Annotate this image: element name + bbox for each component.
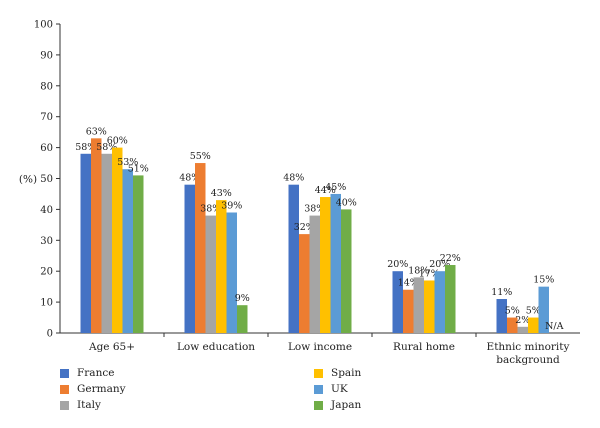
- data-label: 20%: [429, 259, 450, 270]
- bar-spain-0: [112, 147, 123, 333]
- bar-france-2: [288, 184, 299, 333]
- legend-item-italy: Italy: [60, 398, 101, 412]
- legend-item-france: France: [60, 366, 114, 380]
- data-label: 20%: [387, 259, 408, 270]
- y-tick-label: 30: [40, 236, 53, 247]
- data-label: N/A: [545, 321, 564, 332]
- data-label: 43%: [211, 188, 232, 199]
- bar-germany-4: [507, 317, 518, 333]
- data-label: 2%: [515, 315, 530, 326]
- data-label: 48%: [179, 173, 200, 184]
- data-label: 63%: [86, 126, 107, 137]
- bar-italy-2: [309, 215, 320, 333]
- bar-france-1: [184, 184, 195, 333]
- bar-uk-3: [434, 271, 445, 333]
- bar-uk-2: [330, 193, 341, 333]
- legend-label: Italy: [77, 399, 101, 411]
- bar-italy-3: [413, 277, 424, 333]
- x-category-label: Low education: [177, 341, 255, 353]
- data-label: 15%: [533, 275, 554, 286]
- data-label: 22%: [440, 253, 461, 264]
- data-label: 14%: [398, 278, 419, 289]
- data-label: 32%: [294, 222, 315, 233]
- data-label: 5%: [505, 306, 520, 317]
- y-tick-label: 0: [47, 329, 53, 340]
- bar-germany-2: [299, 234, 310, 333]
- legend-item-japan: Japan: [314, 398, 361, 412]
- data-label: 5%: [526, 306, 541, 317]
- data-label: 9%: [235, 293, 250, 304]
- bar-spain-2: [320, 197, 331, 333]
- data-label: 39%: [221, 200, 242, 211]
- x-category-label: Age 65+: [88, 341, 135, 353]
- legend: France Germany Italy Spain UK Japan: [60, 366, 480, 414]
- legend-label: Japan: [331, 399, 362, 411]
- legend-swatch: [314, 368, 323, 378]
- bar-uk-0: [122, 169, 133, 333]
- legend-label: Germany: [77, 383, 126, 395]
- bar-france-3: [392, 271, 403, 333]
- legend-swatch: [60, 368, 69, 378]
- y-tick-label: 70: [40, 112, 53, 123]
- y-tick-label: 50: [40, 174, 53, 185]
- bar-japan-0: [133, 175, 144, 333]
- data-label: 11%: [491, 287, 512, 298]
- bar-germany-1: [195, 163, 206, 333]
- bar-japan-2: [341, 209, 352, 333]
- legend-label: Spain: [331, 367, 362, 379]
- bar-japan-3: [445, 265, 456, 333]
- bar-italy-4: [517, 326, 528, 333]
- x-category-label: Ethnic minority: [487, 341, 570, 353]
- legend-swatch: [314, 384, 323, 394]
- y-tick-label: 60: [40, 143, 53, 154]
- x-category-label: Rural home: [393, 341, 455, 353]
- bar-france-0: [80, 153, 91, 333]
- y-tick-label: 80: [40, 81, 53, 92]
- bar-spain-4: [528, 317, 539, 333]
- chart: 0102030405060708090100(%)58%63%58%60%53%…: [19, 20, 580, 366]
- legend-swatch: [60, 384, 69, 394]
- y-tick-label: 10: [40, 298, 53, 309]
- x-category-label: background: [496, 354, 560, 366]
- data-label: 58%: [75, 142, 96, 153]
- bar-france-4: [496, 299, 507, 333]
- data-label: 17%: [419, 268, 440, 279]
- bar-japan-1: [237, 305, 248, 333]
- data-label: 55%: [190, 151, 211, 162]
- data-label: 58%: [96, 142, 117, 153]
- data-label: 51%: [128, 163, 149, 174]
- y-axis-label: (%): [19, 174, 37, 186]
- y-tick-label: 40: [40, 205, 53, 216]
- bar-italy-1: [205, 215, 216, 333]
- data-label: 40%: [336, 197, 357, 208]
- bar-germany-0: [91, 138, 102, 333]
- data-label: 18%: [408, 265, 429, 276]
- data-label: 45%: [325, 182, 346, 193]
- legend-swatch: [60, 400, 69, 410]
- y-tick-label: 100: [34, 20, 53, 31]
- bar-spain-3: [424, 280, 435, 333]
- y-tick-label: 90: [40, 50, 53, 61]
- bar-germany-3: [403, 289, 414, 333]
- legend-label: France: [77, 367, 115, 379]
- bar-italy-0: [101, 153, 112, 333]
- legend-swatch: [314, 400, 323, 410]
- legend-item-uk: UK: [314, 382, 348, 396]
- data-label: 48%: [283, 173, 304, 184]
- bar-spain-1: [216, 200, 227, 333]
- legend-label: UK: [331, 383, 348, 395]
- y-tick-label: 20: [40, 267, 53, 278]
- data-label: 44%: [315, 185, 336, 196]
- legend-item-germany: Germany: [60, 382, 126, 396]
- data-label: 60%: [107, 136, 128, 147]
- legend-item-spain: Spain: [314, 366, 361, 380]
- bar-uk-4: [538, 286, 549, 333]
- data-label: 38%: [200, 204, 221, 215]
- bar-uk-1: [226, 212, 237, 333]
- data-label: 53%: [117, 157, 138, 168]
- x-category-label: Low income: [288, 341, 352, 353]
- data-label: 38%: [304, 204, 325, 215]
